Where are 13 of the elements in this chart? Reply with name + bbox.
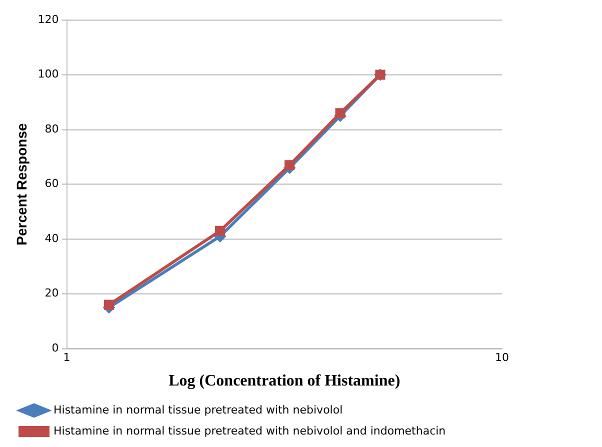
y-tick-label: 60 — [44, 177, 59, 190]
y-tick-label: 100 — [38, 68, 59, 81]
y-tick-label: 20 — [44, 286, 59, 300]
x-tick-label: 1 — [63, 351, 70, 364]
y-tick-label: 80 — [44, 122, 59, 136]
x-tick-label: 10 — [495, 351, 509, 364]
legend-label: Histamine in normal tissue pretreated with nebivolol and indomethacin — [54, 424, 446, 438]
y-axis-title: Percent Response — [13, 123, 30, 246]
y-tick-label: 40 — [44, 232, 59, 245]
x-axis-title: Log (Concentration of Histamine) — [168, 372, 400, 390]
legend-label: Histamine in normal tissue pretreated with nebivolol — [54, 403, 343, 416]
y-tick-label: 0 — [52, 341, 59, 354]
y-tick-label: 120 — [38, 12, 59, 26]
